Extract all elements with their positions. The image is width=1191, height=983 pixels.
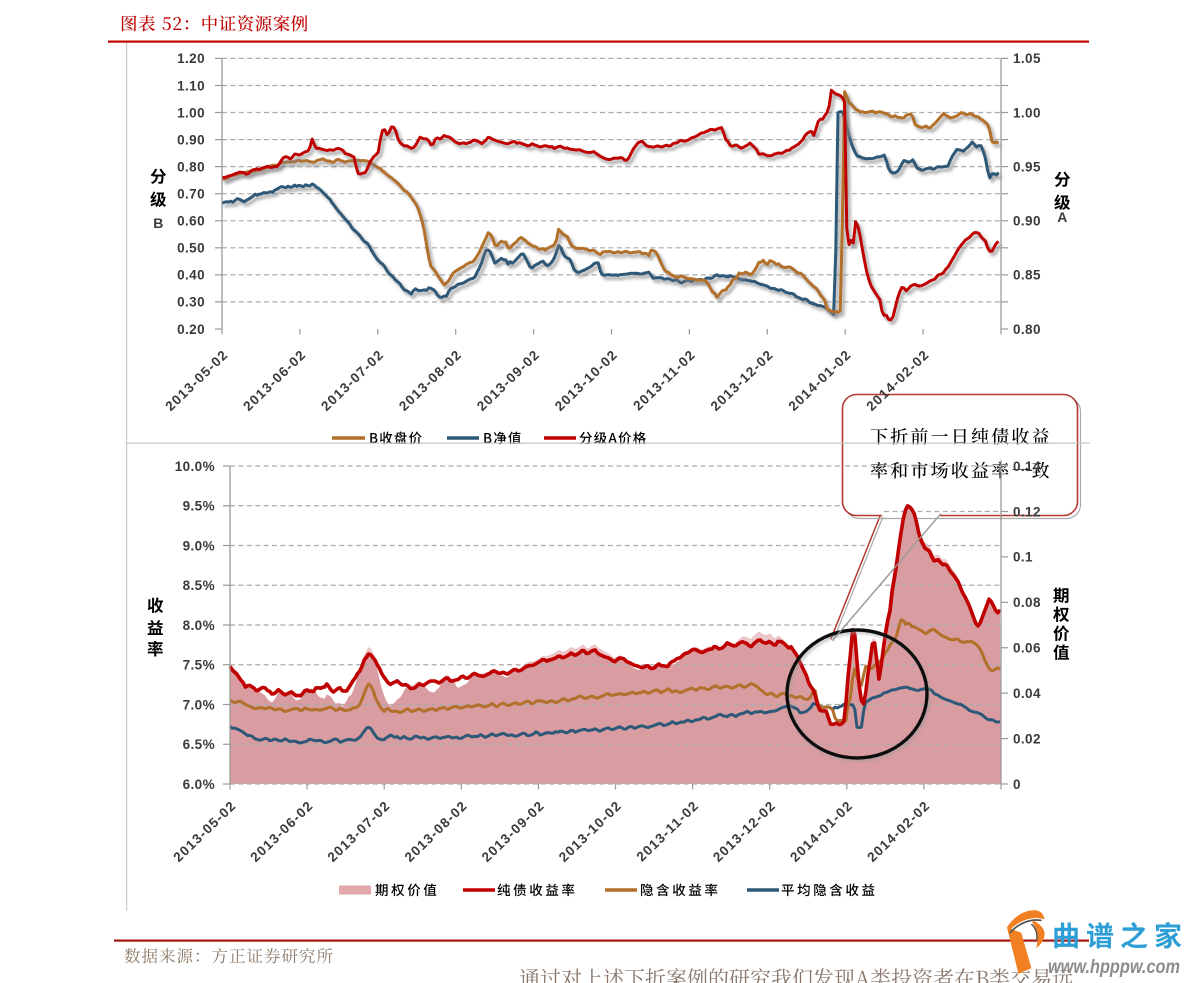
svg-text:1.10: 1.10 bbox=[177, 78, 205, 93]
svg-text:1.00: 1.00 bbox=[177, 105, 205, 120]
svg-text:0.40: 0.40 bbox=[177, 268, 205, 283]
svg-text:2013-12-02: 2013-12-02 bbox=[708, 347, 777, 414]
svg-text:2013-07-02: 2013-07-02 bbox=[318, 347, 387, 414]
svg-text:0.1: 0.1 bbox=[1013, 550, 1033, 565]
svg-text:2014-02-02: 2014-02-02 bbox=[864, 798, 933, 865]
svg-text:9.5%: 9.5% bbox=[183, 499, 215, 514]
svg-text:2013-05-02: 2013-05-02 bbox=[170, 798, 239, 865]
svg-text:2013-10-02: 2013-10-02 bbox=[556, 798, 625, 865]
svg-text:www.hpppw.com: www.hpppw.com bbox=[1048, 957, 1180, 978]
svg-text:2013-11-02: 2013-11-02 bbox=[633, 798, 701, 865]
svg-text:0.80: 0.80 bbox=[1013, 322, 1041, 337]
svg-text:B: B bbox=[153, 215, 164, 231]
svg-text:1.00: 1.00 bbox=[1013, 105, 1041, 120]
svg-text:0.80: 0.80 bbox=[177, 159, 205, 174]
svg-text:2013-08-02: 2013-08-02 bbox=[402, 798, 471, 865]
svg-text:2013-09-02: 2013-09-02 bbox=[479, 798, 548, 865]
svg-text:0.85: 0.85 bbox=[1013, 268, 1041, 283]
svg-text:8.5%: 8.5% bbox=[183, 578, 215, 593]
svg-text:2013-09-02: 2013-09-02 bbox=[474, 347, 543, 414]
svg-text:0.20: 0.20 bbox=[177, 322, 205, 337]
svg-text:2013-06-02: 2013-06-02 bbox=[247, 798, 316, 865]
svg-text:0.95: 0.95 bbox=[1013, 159, 1041, 174]
svg-text:1.20: 1.20 bbox=[177, 51, 205, 66]
svg-text:2013-12-02: 2013-12-02 bbox=[710, 798, 779, 865]
svg-text:2013-05-02: 2013-05-02 bbox=[162, 347, 231, 414]
svg-text:0.60: 0.60 bbox=[177, 214, 205, 229]
svg-text:0.70: 0.70 bbox=[177, 187, 205, 202]
svg-text:2014-01-02: 2014-01-02 bbox=[787, 798, 856, 865]
svg-text:2013-10-02: 2013-10-02 bbox=[552, 347, 621, 414]
svg-text:7.0%: 7.0% bbox=[183, 697, 215, 712]
svg-text:0.04: 0.04 bbox=[1013, 686, 1041, 701]
svg-text:7.5%: 7.5% bbox=[183, 658, 215, 673]
svg-text:0.50: 0.50 bbox=[177, 241, 205, 256]
svg-text:10.0%: 10.0% bbox=[175, 459, 215, 474]
svg-text:2013-07-02: 2013-07-02 bbox=[325, 798, 394, 865]
svg-text:0.90: 0.90 bbox=[1013, 214, 1041, 229]
svg-text:0.14: 0.14 bbox=[1013, 459, 1041, 474]
svg-text:6.5%: 6.5% bbox=[183, 737, 215, 752]
svg-text:6.0%: 6.0% bbox=[183, 777, 215, 792]
svg-text:2013-06-02: 2013-06-02 bbox=[240, 347, 309, 414]
svg-text:8.0%: 8.0% bbox=[183, 618, 215, 633]
svg-text:0.02: 0.02 bbox=[1013, 731, 1041, 746]
svg-text:0.90: 0.90 bbox=[177, 132, 205, 147]
svg-text:0.08: 0.08 bbox=[1013, 595, 1041, 610]
svg-text:1.05: 1.05 bbox=[1013, 51, 1041, 66]
svg-text:2013-08-02: 2013-08-02 bbox=[396, 347, 465, 414]
svg-text:9.0%: 9.0% bbox=[183, 538, 215, 553]
svg-text:0.06: 0.06 bbox=[1013, 641, 1041, 656]
svg-text:0.30: 0.30 bbox=[177, 295, 205, 310]
svg-text:A: A bbox=[1057, 209, 1068, 225]
svg-text:0.12: 0.12 bbox=[1013, 504, 1041, 519]
svg-text:0: 0 bbox=[1013, 777, 1021, 792]
svg-text:2013-11-02: 2013-11-02 bbox=[630, 347, 698, 414]
